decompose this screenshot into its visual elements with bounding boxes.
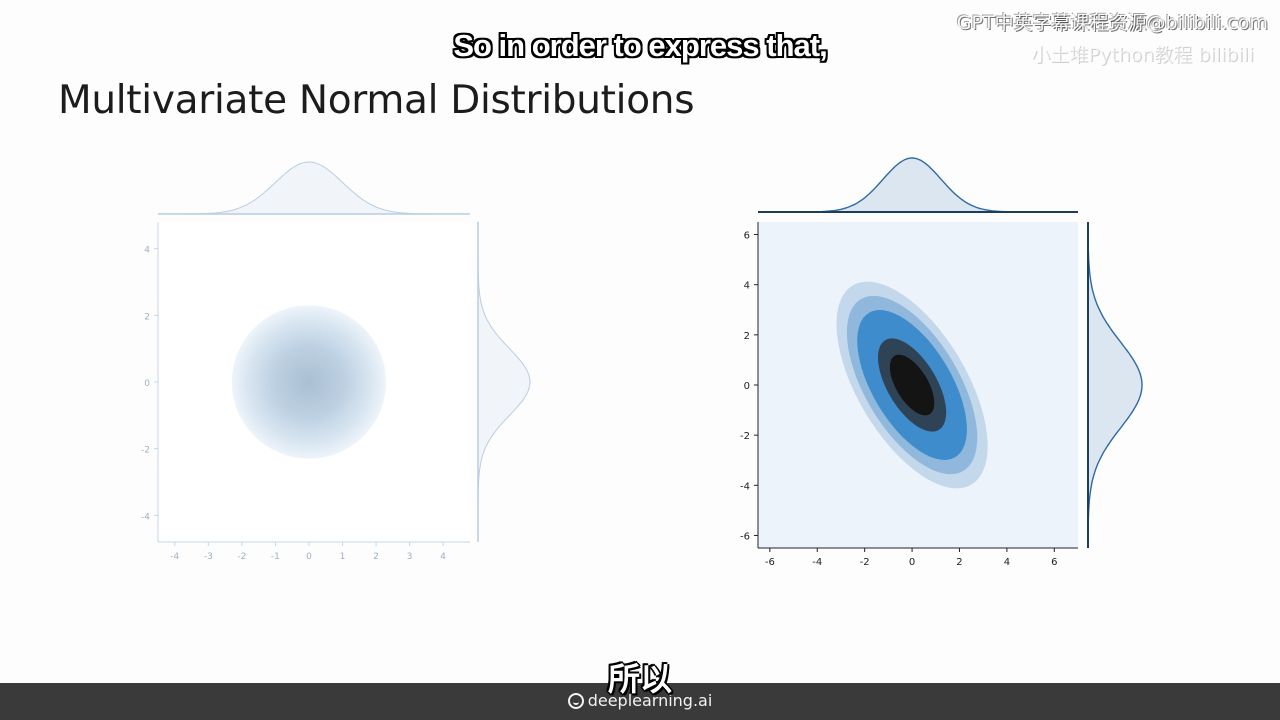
- x-tick-label: -4: [170, 552, 179, 562]
- x-tick-label: 2: [956, 557, 962, 568]
- y-tick-label: 2: [144, 312, 150, 322]
- x-tick-label: 0: [909, 557, 915, 568]
- watermark-bottom: 小土堆Python教程 bilibili: [1031, 44, 1254, 66]
- footer-bar: deeplearning.ai: [0, 683, 1280, 720]
- density-blob: [231, 305, 387, 459]
- watermark-top: GPT中英字幕课程资源@bilibili.com: [956, 12, 1268, 34]
- brand-logo: deeplearning.ai: [0, 691, 1280, 710]
- marginal-y-curve: [1087, 222, 1143, 548]
- x-tick-label: -3: [204, 552, 213, 562]
- x-tick-label: 4: [440, 552, 446, 562]
- x-tick-label: 1: [340, 552, 346, 562]
- y-tick-label: -4: [740, 481, 750, 492]
- x-tick-label: -6: [765, 557, 775, 568]
- subtitle-english: So in order to express that,: [453, 28, 827, 63]
- y-tick-label: 2: [744, 331, 750, 342]
- right-joint-plot: -6 -4 -2 0 2 4 6 -6 -4 -2 0 2 4 6: [740, 157, 1143, 568]
- x-tick-label: 2: [373, 552, 379, 562]
- x-tick-label: 0: [306, 552, 312, 562]
- brand-name: deeplearning.ai: [587, 691, 713, 710]
- x-tick-label: -2: [237, 552, 246, 562]
- y-tick-label: -2: [740, 431, 750, 442]
- y-tick-label: -2: [141, 446, 150, 456]
- y-tick-label: 6: [744, 231, 750, 242]
- x-tick-label: 3: [407, 552, 413, 562]
- left-joint-plot: -4 -3 -2 -1 0 1 2 3 4 -4 -2 0 2 4: [141, 161, 531, 562]
- subtitle-chinese: 所以: [607, 660, 672, 698]
- y-tick-label: 4: [144, 246, 150, 256]
- slide-title: Multivariate Normal Distributions: [58, 78, 695, 123]
- y-tick-label: -4: [141, 512, 150, 522]
- marginal-x-fill: [758, 158, 1078, 212]
- y-tick-label: -6: [740, 531, 750, 542]
- y-tick-label: 4: [744, 281, 750, 292]
- x-tick-label: -4: [812, 557, 822, 568]
- y-tick-label: 0: [744, 381, 750, 392]
- x-tick-label: 4: [1004, 557, 1010, 568]
- density-contour-5: [889, 354, 935, 416]
- marginal-y-fill: [1088, 222, 1142, 548]
- x-tick-label: 6: [1051, 557, 1057, 568]
- marginal-x-fill: [158, 162, 470, 214]
- y-tick-label: 0: [144, 379, 150, 389]
- x-tick-label: -2: [860, 557, 870, 568]
- deeplearning-logo-icon: [567, 693, 584, 709]
- x-tick-label: -1: [271, 552, 280, 562]
- marginal-y-fill: [478, 222, 530, 542]
